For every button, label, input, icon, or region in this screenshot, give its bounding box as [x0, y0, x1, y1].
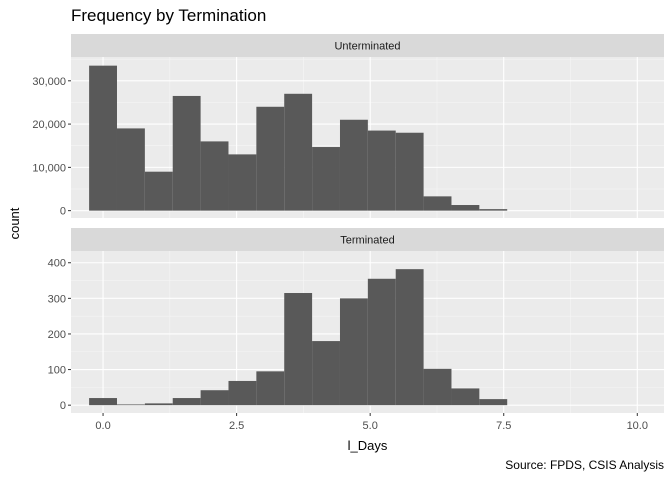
histogram-bar: [451, 205, 480, 211]
histogram-bar: [144, 171, 173, 211]
histogram-bar: [479, 399, 508, 406]
facet-strip-label: Unterminated: [334, 41, 400, 53]
y-axis-title: count: [7, 207, 22, 239]
y-tick-label: 300: [48, 293, 66, 305]
histogram-bar: [284, 93, 313, 211]
histogram-bar: [339, 298, 368, 406]
x-tick-label: 10.0: [627, 420, 648, 432]
histogram-bar: [367, 130, 396, 211]
x-tick-label: 5.0: [363, 420, 378, 432]
y-tick-label: 200: [48, 329, 66, 341]
y-tick-label: 0: [60, 400, 66, 412]
histogram-bar: [395, 269, 424, 406]
histogram-bar: [228, 380, 257, 406]
y-tick-label: 100: [48, 365, 66, 377]
facet-strip: [71, 34, 664, 57]
histogram-bar: [479, 209, 508, 211]
histogram-bar: [228, 154, 257, 211]
y-tick-label: 0: [60, 206, 66, 218]
histogram-bar: [200, 390, 229, 406]
histogram-bar: [172, 95, 201, 211]
y-tick-label: 10,000: [32, 162, 66, 174]
facet-strip: [71, 228, 664, 251]
histogram-bar: [116, 128, 145, 211]
histogram-bar: [89, 398, 117, 406]
histogram-bar: [256, 106, 285, 211]
histogram-bar: [89, 65, 117, 211]
histogram-bar: [395, 132, 424, 211]
histogram-bar: [172, 398, 201, 406]
y-tick-label: 20,000: [32, 119, 66, 131]
histogram-bar: [284, 293, 313, 406]
x-tick-label: 0.0: [95, 420, 110, 432]
histogram-bar: [200, 141, 229, 211]
x-axis-title: l_Days: [348, 438, 388, 453]
x-tick-label: 7.5: [496, 420, 511, 432]
histogram-bar: [423, 368, 452, 406]
chart-title: Frequency by Termination: [71, 6, 267, 25]
histogram-bar: [144, 403, 173, 406]
histogram-bar: [423, 196, 452, 211]
source-caption: Source: FPDS, CSIS Analysis: [505, 458, 664, 472]
histogram-bar: [116, 404, 145, 406]
histogram-bar: [367, 278, 396, 406]
x-tick-label: 2.5: [229, 420, 244, 432]
y-tick-label: 30,000: [32, 76, 66, 88]
histogram-bar: [312, 341, 340, 406]
histogram-bar: [451, 388, 480, 406]
histogram-bar: [339, 119, 368, 211]
histogram-bar: [256, 371, 285, 406]
histogram-bar: [312, 147, 340, 211]
facet-strip-label: Terminated: [340, 235, 394, 247]
y-tick-label: 400: [48, 258, 66, 270]
